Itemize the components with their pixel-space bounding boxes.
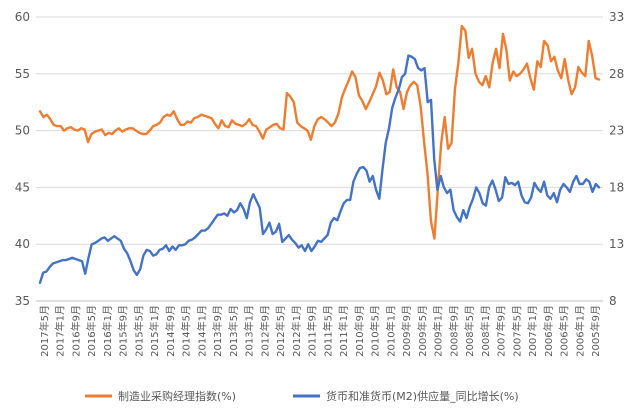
x-tick-label: 2008年5月: [463, 305, 476, 357]
y-axis-left-ticks: 35 40 45 50 55 60: [15, 10, 30, 308]
x-tick-label: 2014年5月: [180, 305, 193, 357]
x-tick-label: 2015年5月: [132, 305, 145, 357]
x-tick-label: 2015年9月: [117, 305, 130, 357]
x-tick-label: 2013年5月: [227, 305, 240, 357]
x-tick-label: 2011年9月: [306, 305, 319, 357]
legend-label-m2: 货币和准货币(M2)供应量_同比增长(%): [326, 389, 519, 403]
y-right-tick-label: 13: [609, 237, 624, 251]
x-tick-label: 2012年1月: [290, 305, 303, 357]
series-lines: [38, 24, 601, 284]
x-tick-label: 2008年9月: [447, 305, 460, 357]
x-tick-label: 2006年9月: [542, 305, 555, 357]
x-tick-label: 2007年9月: [495, 305, 508, 357]
x-tick-label: 2015年1月: [148, 305, 161, 357]
x-tick-label: 2011年5月: [321, 305, 334, 357]
x-tick-label: 2006年1月: [573, 305, 586, 357]
x-tick-label: 2005年9月: [589, 305, 602, 357]
legend-label-pmi: 制造业采购经理指数(%): [118, 389, 236, 403]
y-left-tick-label: 45: [15, 180, 30, 194]
x-tick-label: 2014年9月: [164, 305, 177, 357]
x-tick-label: 2016年9月: [69, 305, 82, 357]
y-right-tick-label: 28: [609, 67, 624, 81]
y-right-tick-label: 23: [609, 124, 624, 138]
y-left-tick-label: 35: [15, 294, 30, 308]
series-line-m2: [38, 54, 601, 284]
x-tick-label: 2017年1月: [54, 305, 67, 357]
gridlines: [36, 16, 603, 302]
x-tick-label: 2012年9月: [258, 305, 271, 357]
x-tick-label: 2016年1月: [101, 305, 114, 357]
x-tick-label: 2017年5月: [38, 305, 51, 357]
y-right-tick-label: 8: [609, 294, 617, 308]
x-tick-label: 2014年1月: [195, 305, 208, 357]
y-left-tick-label: 60: [15, 10, 30, 24]
x-tick-label: 2010年9月: [353, 305, 366, 357]
x-tick-label: 2007年1月: [526, 305, 539, 357]
x-tick-label: 2009年9月: [400, 305, 413, 357]
y-left-tick-label: 55: [15, 67, 30, 81]
y-right-tick-label: 18: [609, 180, 624, 194]
x-tick-label: 2010年1月: [384, 305, 397, 357]
y-left-tick-label: 40: [15, 237, 30, 251]
legend: 制造业采购经理指数(%) 货币和准货币(M2)供应量_同比增长(%): [85, 389, 519, 403]
x-tick-label: 2013年1月: [243, 305, 256, 357]
y-right-tick-label: 33: [609, 10, 624, 24]
x-tick-label: 2006年5月: [558, 305, 571, 357]
x-tick-label: 2013年9月: [211, 305, 224, 357]
y-axis-right-ticks: 8 13 18 23 28 33: [609, 10, 624, 308]
x-tick-label: 2007年5月: [510, 305, 523, 357]
x-tick-label: 2008年1月: [479, 305, 492, 357]
x-tick-label: 2010年5月: [369, 305, 382, 357]
x-tick-label: 2016年5月: [85, 305, 98, 357]
legend-item-m2: 货币和准货币(M2)供应量_同比增长(%): [293, 389, 519, 403]
y-left-tick-label: 50: [15, 124, 30, 138]
x-axis-ticks: 2017年5月 2017年1月 2016年9月 2016年5月 2016年1月 2015年…: [38, 305, 602, 357]
legend-item-pmi: 制造业采购经理指数(%): [85, 389, 236, 403]
series-line-pmi: [38, 24, 601, 240]
x-tick-label: 2011年1月: [337, 305, 350, 357]
x-tick-label: 2012年5月: [274, 305, 287, 357]
x-tick-label: 2009年5月: [416, 305, 429, 357]
x-tick-label: 2009年1月: [432, 305, 445, 357]
